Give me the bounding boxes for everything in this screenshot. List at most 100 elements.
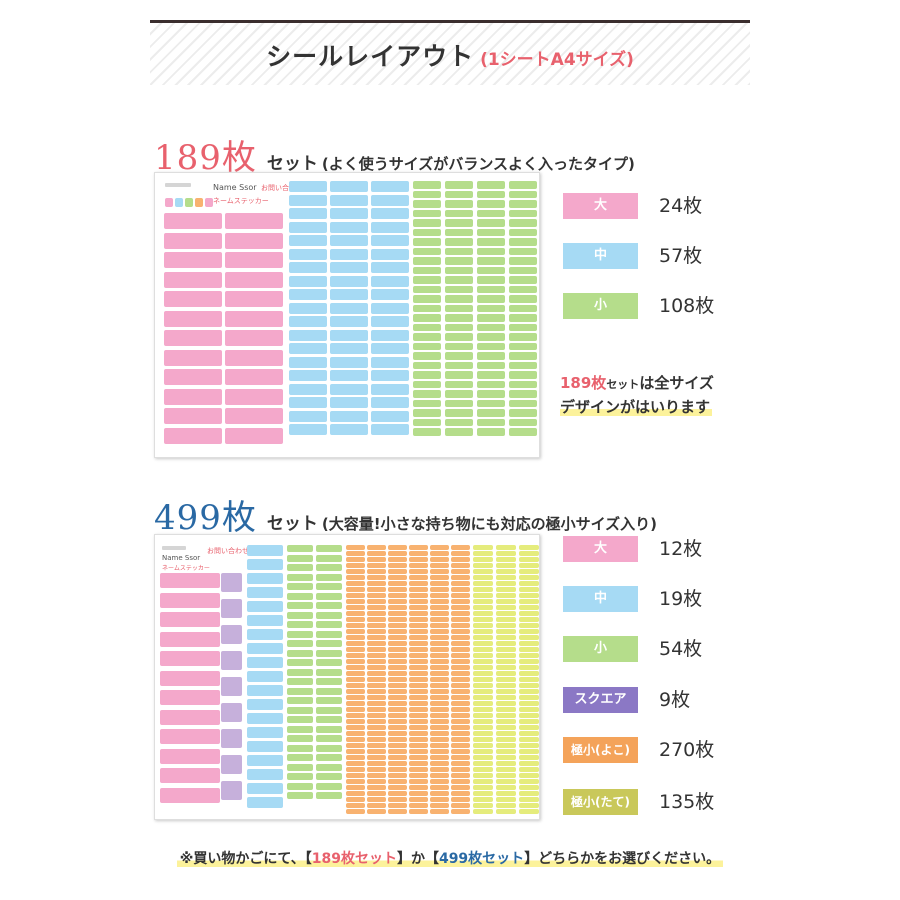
sticker-small xyxy=(445,333,473,341)
sticker-small xyxy=(477,228,505,236)
sticker-tiny-horizontal xyxy=(388,575,407,580)
sticker-tiny-vertical xyxy=(473,737,493,742)
sticker-tiny-vertical xyxy=(519,635,539,640)
sticker-tiny-horizontal xyxy=(451,605,470,610)
sticker-tiny-horizontal xyxy=(388,755,407,760)
sticker-small xyxy=(509,428,537,436)
sticker-tiny-vertical xyxy=(473,683,493,688)
sticker-tiny-horizontal xyxy=(430,695,449,700)
sticker-small xyxy=(316,554,342,562)
sticker-tiny-horizontal xyxy=(451,569,470,574)
legend-qty-large: 12枚 xyxy=(659,538,703,560)
sticker-tiny-horizontal xyxy=(409,683,428,688)
sticker-tiny-vertical xyxy=(496,809,516,814)
sticker-medium xyxy=(371,329,409,341)
sticker-small xyxy=(509,342,537,350)
sticker-tiny-vertical xyxy=(473,611,493,616)
sticker-medium xyxy=(289,248,327,260)
sticker-tiny-horizontal xyxy=(451,773,470,778)
sticker-small xyxy=(413,276,441,284)
sticker-tiny-horizontal xyxy=(451,635,470,640)
sticker-tiny-horizontal xyxy=(409,713,428,718)
sticker-small xyxy=(477,304,505,312)
sticker-small xyxy=(477,257,505,265)
sticker-small xyxy=(287,592,313,600)
sticker-tiny-vertical xyxy=(519,743,539,748)
sticker-tiny-horizontal xyxy=(451,647,470,652)
sticker-tiny-horizontal xyxy=(409,659,428,664)
sticker-tiny-horizontal xyxy=(409,629,428,634)
sticker-small xyxy=(509,399,537,407)
sticker-small xyxy=(477,209,505,217)
sticker-large xyxy=(225,291,283,307)
sticker-medium xyxy=(330,410,368,422)
sticker-medium xyxy=(289,275,327,287)
sticker-tiny-vertical xyxy=(496,689,516,694)
sticker-tiny-vertical xyxy=(473,761,493,766)
legend-chip-large: 大 xyxy=(563,193,638,219)
sticker-tiny-horizontal xyxy=(367,647,386,652)
sticker-tiny-vertical xyxy=(473,557,493,562)
legend-qty-small: 108枚 xyxy=(659,295,715,317)
sample-name-text: Name Ssor xyxy=(162,554,201,562)
sticker-tiny-horizontal xyxy=(367,551,386,556)
sticker-small xyxy=(413,190,441,198)
sticker-small xyxy=(445,247,473,255)
sticker-tiny-horizontal xyxy=(388,665,407,670)
sticker-tiny-horizontal xyxy=(367,701,386,706)
sheet-499-preview: Name Ssor お問い合わせ先 ネームステッカー xyxy=(154,534,540,820)
sticker-tiny-vertical xyxy=(519,785,539,790)
sticker-tiny-horizontal xyxy=(367,737,386,742)
sticker-tiny-vertical xyxy=(519,779,539,784)
sticker-tiny-vertical xyxy=(519,713,539,718)
sticker-medium xyxy=(247,755,283,766)
sticker-tiny-horizontal xyxy=(409,797,428,802)
sticker-small xyxy=(445,276,473,284)
sticker-tiny-vertical xyxy=(473,641,493,646)
header-banner: シールレイアウト (1シートA4サイズ) xyxy=(150,20,750,85)
sticker-tiny-vertical xyxy=(519,737,539,742)
sticker-tiny-horizontal xyxy=(430,677,449,682)
sticker-tiny-horizontal xyxy=(430,773,449,778)
legend-qty-tiny-horizontal: 270枚 xyxy=(659,739,715,761)
sticker-medium xyxy=(371,370,409,381)
sticker-tiny-horizontal xyxy=(409,587,428,592)
sticker-large xyxy=(164,349,222,366)
sticker-tiny-horizontal xyxy=(346,755,365,760)
sticker-small xyxy=(509,390,537,398)
sticker-tiny-horizontal xyxy=(388,569,407,574)
sticker-tiny-horizontal xyxy=(409,671,428,676)
sticker-small xyxy=(445,200,473,208)
sticker-tiny-horizontal xyxy=(346,809,365,814)
sticker-tiny-horizontal xyxy=(367,617,386,622)
sticker-tiny-horizontal xyxy=(451,581,470,586)
sticker-small xyxy=(477,323,505,331)
sticker-small xyxy=(287,744,313,752)
sticker-tiny-horizontal xyxy=(451,761,470,766)
sticker-tiny-vertical xyxy=(496,635,516,640)
sticker-small xyxy=(509,228,537,236)
sticker-tiny-horizontal xyxy=(346,743,365,748)
sticker-tiny-vertical xyxy=(519,731,539,736)
sticker-small xyxy=(445,190,473,198)
sticker-tiny-horizontal xyxy=(388,737,407,742)
sticker-tiny-vertical xyxy=(473,677,493,682)
sticker-tiny-horizontal xyxy=(367,623,386,628)
sticker-small xyxy=(445,209,473,217)
sticker-tiny-vertical xyxy=(519,557,539,562)
sticker-square xyxy=(221,677,242,696)
sticker-tiny-horizontal xyxy=(346,623,365,628)
sticker-tiny-vertical xyxy=(473,551,493,556)
sticker-tiny-horizontal xyxy=(409,623,428,628)
sticker-tiny-horizontal xyxy=(451,593,470,598)
sticker-small xyxy=(445,295,473,303)
sticker-tiny-vertical xyxy=(496,599,516,604)
footer-mid: 】か【 xyxy=(396,851,439,867)
sticker-small xyxy=(477,219,505,227)
sticker-tiny-horizontal xyxy=(367,761,386,766)
sticker-tiny-horizontal xyxy=(451,719,470,724)
sticker-tiny-horizontal xyxy=(451,713,470,718)
sticker-tiny-horizontal xyxy=(367,755,386,760)
sticker-tiny-vertical xyxy=(473,803,493,808)
sticker-large xyxy=(160,690,220,705)
